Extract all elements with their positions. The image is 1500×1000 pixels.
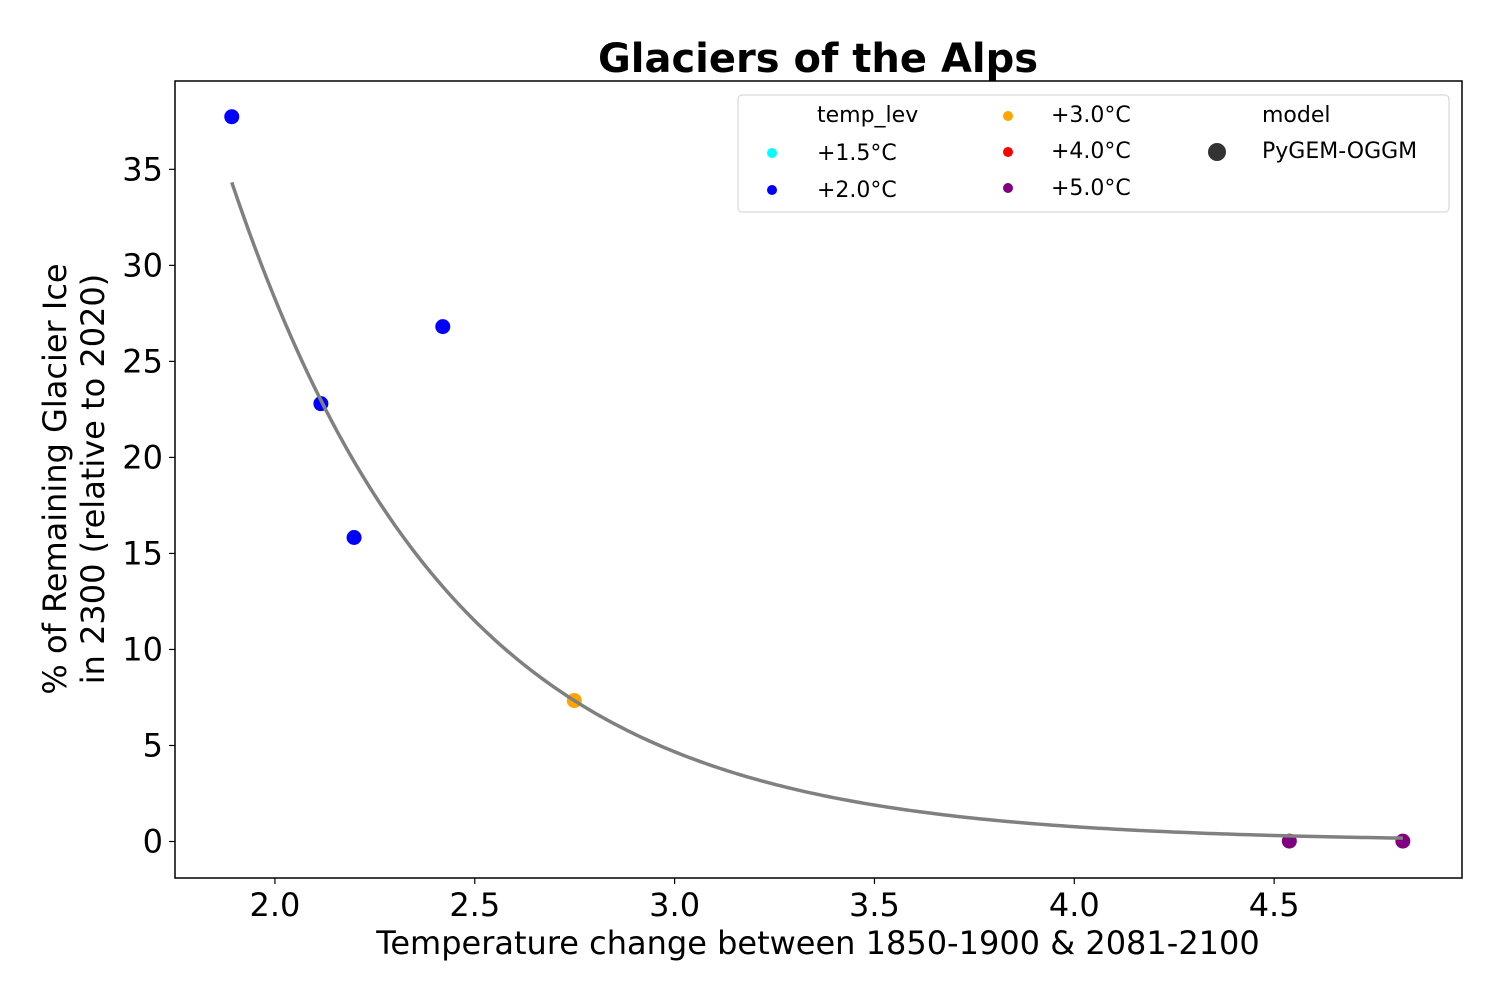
legend-item-pygem-oggm: PyGEM-OGGM xyxy=(1208,139,1417,164)
y-axis-label: % of Remaining Glacier Ice in 2300 (rela… xyxy=(36,263,112,694)
legend-label: +2.0°C xyxy=(817,178,897,203)
legend-marker-blue xyxy=(767,185,777,195)
y-axis-label-line-1: % of Remaining Glacier Ice xyxy=(36,263,74,694)
legend-label: +1.5°C xyxy=(817,141,897,166)
legend-marker-dark xyxy=(1208,143,1226,161)
legend-label: +5.0°C xyxy=(1051,176,1131,201)
y-axis: 0 5 10 15 20 25 30 35 xyxy=(122,150,175,861)
data-point xyxy=(1395,833,1411,849)
y-tick-label: 20 xyxy=(122,438,163,476)
x-axis-label: Temperature change between 1850-1900 & 2… xyxy=(375,924,1260,962)
legend-label: +3.0°C xyxy=(1051,103,1131,128)
x-tick-label: 4.0 xyxy=(1049,886,1100,924)
fit-curve xyxy=(230,181,1403,840)
legend-label: +4.0°C xyxy=(1051,139,1131,164)
x-tick-label: 2.5 xyxy=(449,886,500,924)
legend-item-temp-3-0: +3.0°C xyxy=(1003,103,1131,128)
x-tick-label: 4.5 xyxy=(1249,886,1300,924)
legend-marker-red xyxy=(1003,147,1013,157)
x-tick-label: 3.5 xyxy=(849,886,900,924)
legend-title-temp-lev: temp_lev xyxy=(817,103,918,128)
y-tick-label: 5 xyxy=(143,726,163,764)
data-point xyxy=(224,109,240,125)
legend-marker-purple xyxy=(1003,183,1013,193)
legend-marker-cyan xyxy=(767,148,777,158)
plot-area xyxy=(224,109,1411,849)
axes-frame xyxy=(174,80,1463,879)
y-axis-label-line-2: in 2300 (relative to 2020) xyxy=(74,274,112,685)
legend-box xyxy=(737,94,1450,213)
legend-label: PyGEM-OGGM xyxy=(1262,139,1417,164)
legend-item-temp-1-5: +1.5°C xyxy=(767,141,897,166)
y-tick-label: 0 xyxy=(143,823,163,861)
legend-marker-orange xyxy=(1003,111,1013,121)
x-tick-label: 2.0 xyxy=(249,886,300,924)
legend: temp_lev +1.5°C +2.0°C +3.0°C +4.0°C +5.… xyxy=(737,94,1450,213)
y-tick-label: 25 xyxy=(122,342,163,380)
data-point xyxy=(435,319,451,335)
legend-item-temp-2-0: +2.0°C xyxy=(767,178,897,203)
chart-title: Glaciers of the Alps xyxy=(598,36,1038,82)
legend-title-model: model xyxy=(1262,103,1331,128)
y-tick-label: 35 xyxy=(122,150,163,188)
y-tick-label: 10 xyxy=(122,630,163,668)
data-point xyxy=(346,529,362,545)
y-tick-label: 30 xyxy=(122,246,163,284)
legend-item-temp-4-0: +4.0°C xyxy=(1003,139,1131,164)
y-tick-label: 15 xyxy=(122,534,163,572)
x-tick-label: 3.0 xyxy=(649,886,700,924)
x-axis: 2.0 2.5 3.0 3.5 4.0 4.5 xyxy=(249,878,1300,924)
legend-item-temp-5-0: +5.0°C xyxy=(1003,176,1131,201)
